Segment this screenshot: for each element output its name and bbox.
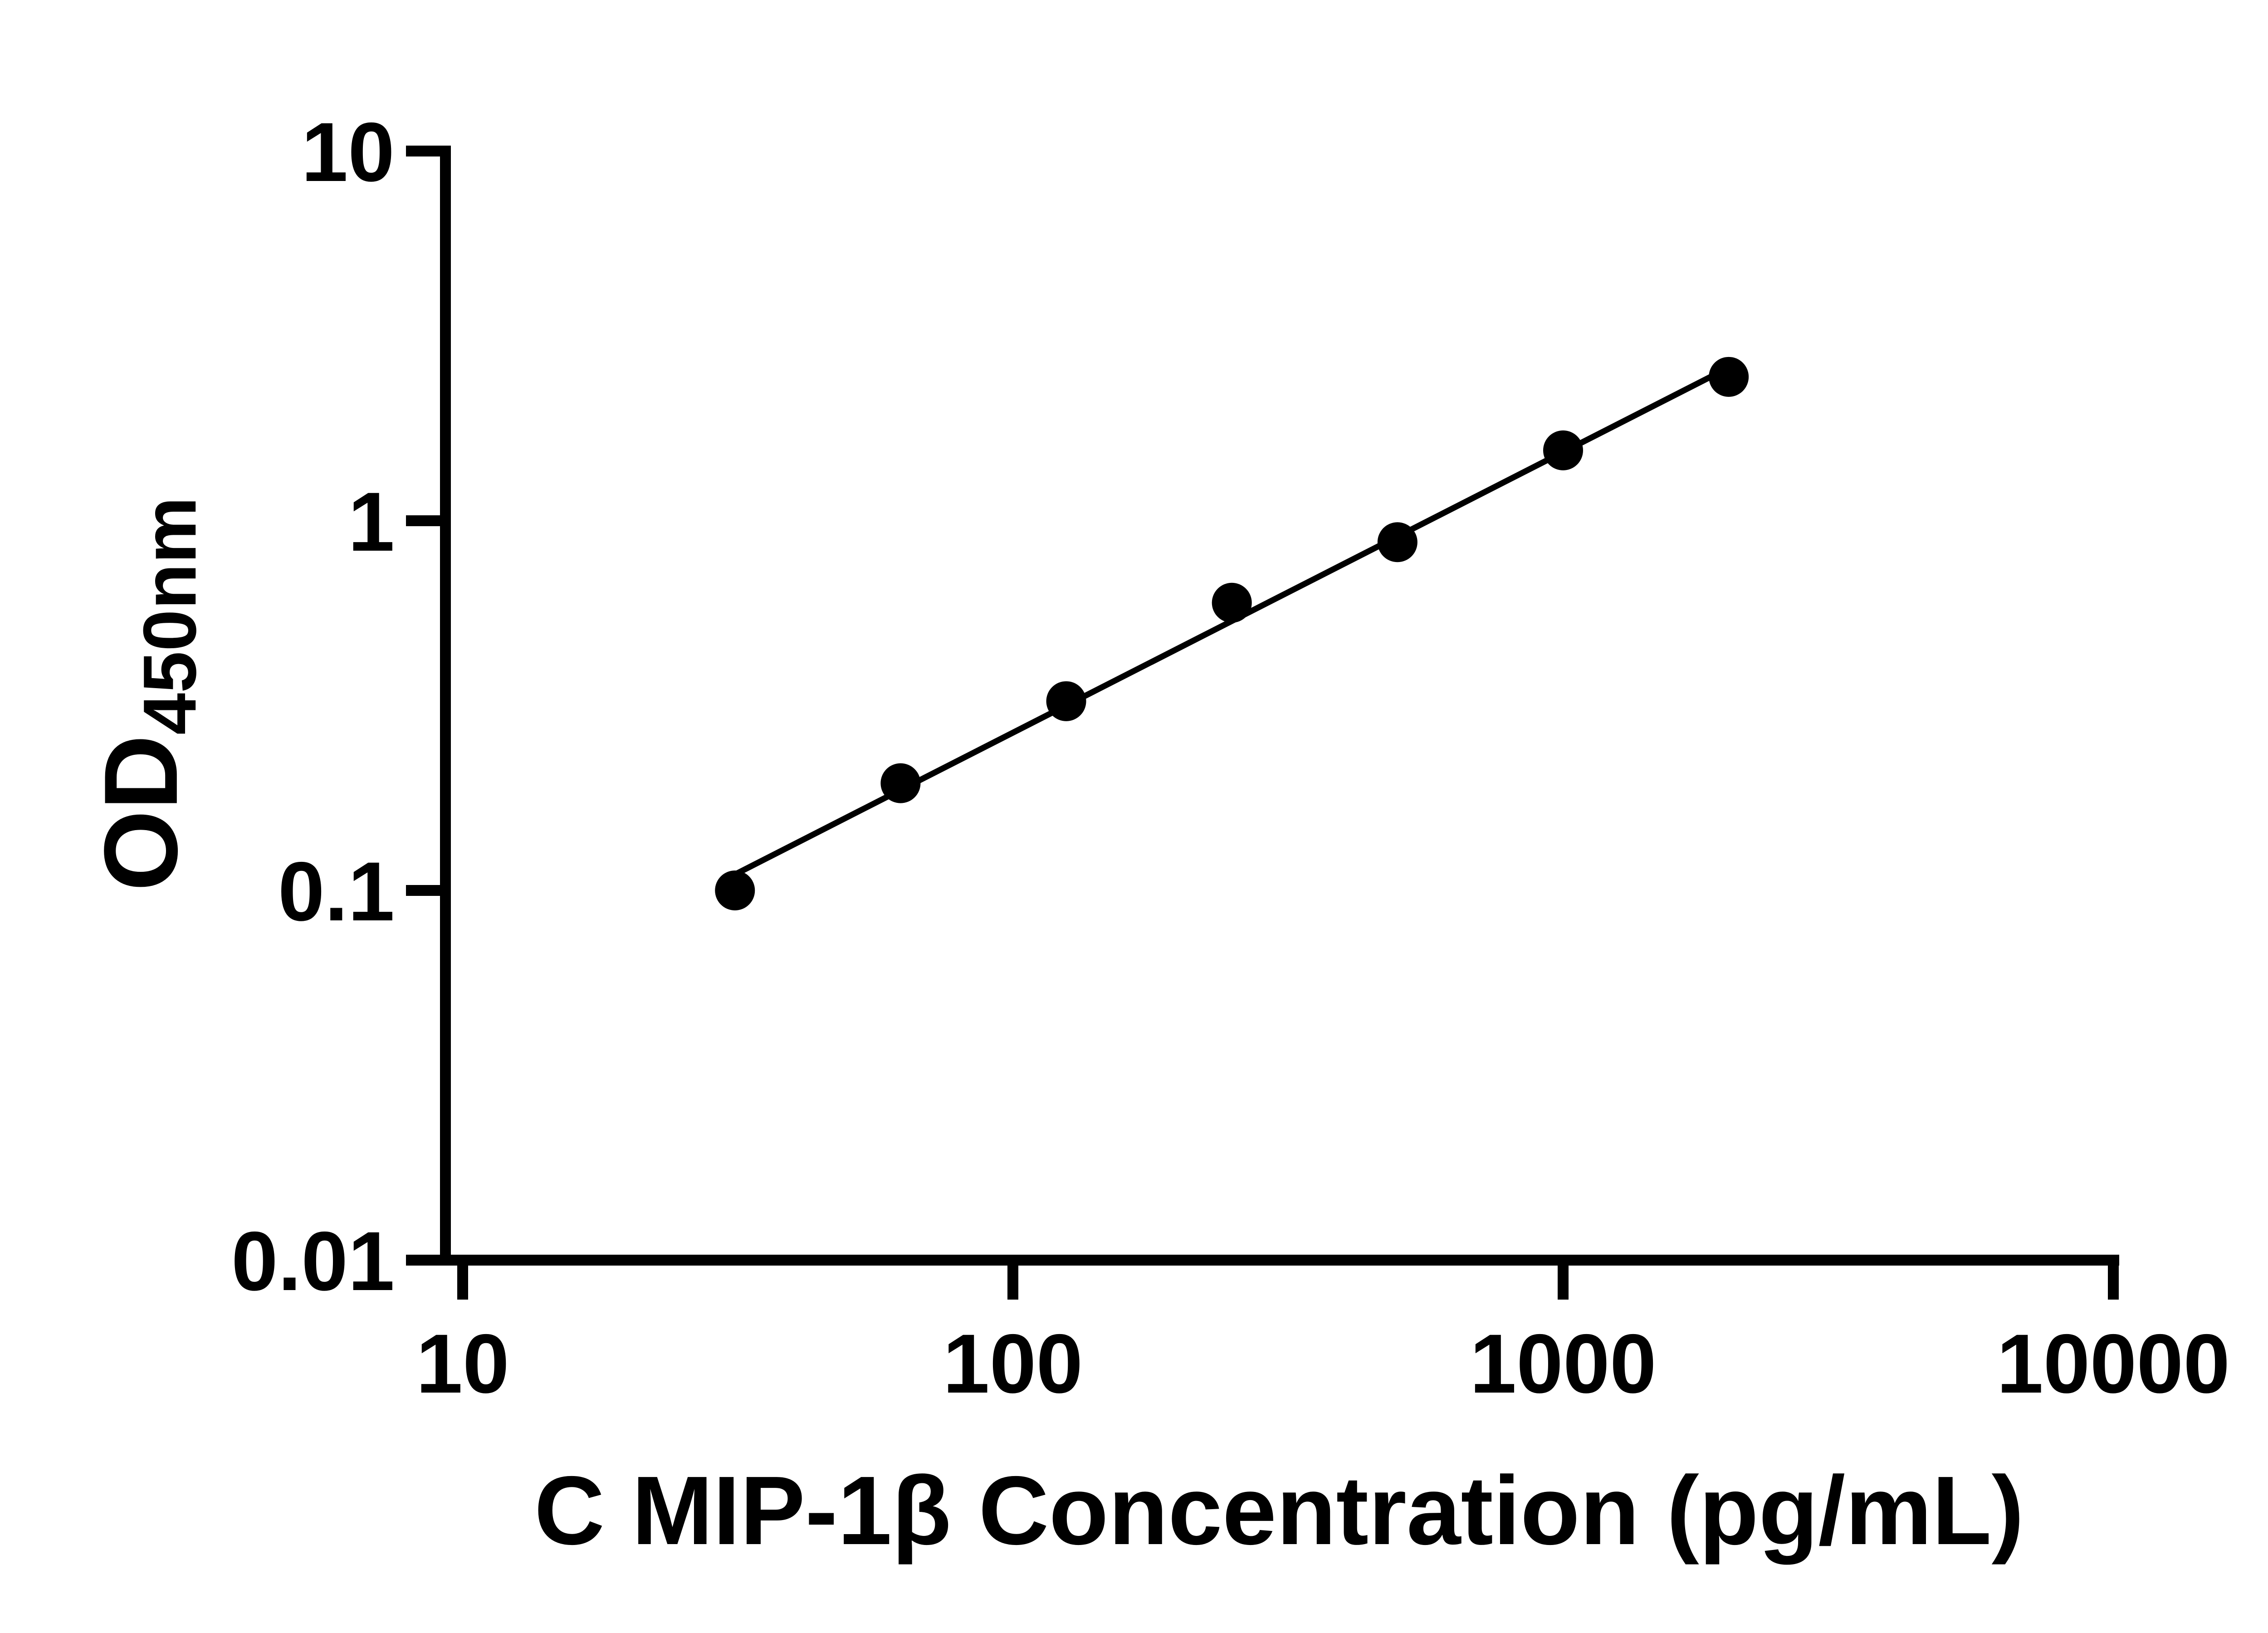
data-point: [1377, 522, 1418, 562]
data-point: [715, 870, 755, 910]
data-point: [880, 763, 921, 803]
y-axis-tick-label: 1: [348, 475, 395, 569]
x-axis-tick-label: 1000: [1470, 1317, 1657, 1411]
x-axis-tick-label: 10: [416, 1317, 509, 1411]
x-axis-title: C MIP-1β Concentration (pg/mL): [534, 1456, 2024, 1565]
y-axis-tick-label: 0.01: [231, 1215, 395, 1308]
x-axis-tick-label: 10000: [1997, 1317, 2230, 1411]
y-axis-tick-label: 0.1: [278, 845, 395, 939]
data-point: [1212, 582, 1252, 623]
data-point: [1046, 681, 1086, 721]
y-axis-title-text: OD: [82, 734, 199, 891]
y-axis-tick-label: 10: [301, 106, 395, 199]
x-axis-tick-label: 100: [943, 1317, 1083, 1411]
y-axis-title: OD450nm: [81, 497, 213, 891]
y-axis-title-subscript: 450nm: [128, 497, 212, 735]
data-point: [1543, 430, 1583, 470]
data-point: [1709, 357, 1749, 397]
